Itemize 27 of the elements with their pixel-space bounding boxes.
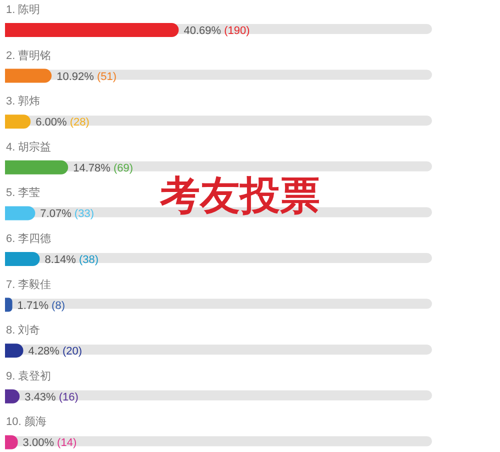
bar xyxy=(5,206,36,220)
y-tick-label: 7. 李毅佳 xyxy=(6,278,52,291)
data-label: 40.69% (190) xyxy=(184,25,250,37)
bar xyxy=(5,68,52,83)
y-tick-label: 2. 曹明铭 xyxy=(6,48,52,62)
data-label: 3.00% (14) xyxy=(22,437,77,450)
bar xyxy=(5,252,40,266)
y-tick-label: 6. 李四德 xyxy=(6,232,52,245)
y-tick-label: 3. 郭炜 xyxy=(6,94,40,108)
data-label: 8.14% (38) xyxy=(44,254,99,266)
data-label: 10.92% (51) xyxy=(56,70,117,83)
data-label: 14.78% (69) xyxy=(73,162,134,174)
y-tick-label: 5. 李莹 xyxy=(6,186,40,200)
data-label: 1.71% (8) xyxy=(17,300,66,312)
text: 考友投票 xyxy=(159,174,320,218)
data-label: 3.43% (16) xyxy=(24,391,78,404)
bar xyxy=(5,114,31,129)
bar xyxy=(5,160,68,174)
y-tick-label: 10. 颜海 xyxy=(6,415,46,428)
y-tick-label: 9. 袁登初 xyxy=(6,369,52,382)
data-label: 4.28% (20) xyxy=(28,346,82,358)
y-tick-label: 8. 刘奇 xyxy=(6,324,40,337)
y-tick-label: 1. 陈明 xyxy=(6,4,40,16)
data-label: 7.07% (33) xyxy=(40,208,94,220)
data-label: 6.00% (28) xyxy=(36,116,90,129)
y-tick-label: 4. 胡宗益 xyxy=(6,140,52,154)
bar xyxy=(5,298,12,312)
